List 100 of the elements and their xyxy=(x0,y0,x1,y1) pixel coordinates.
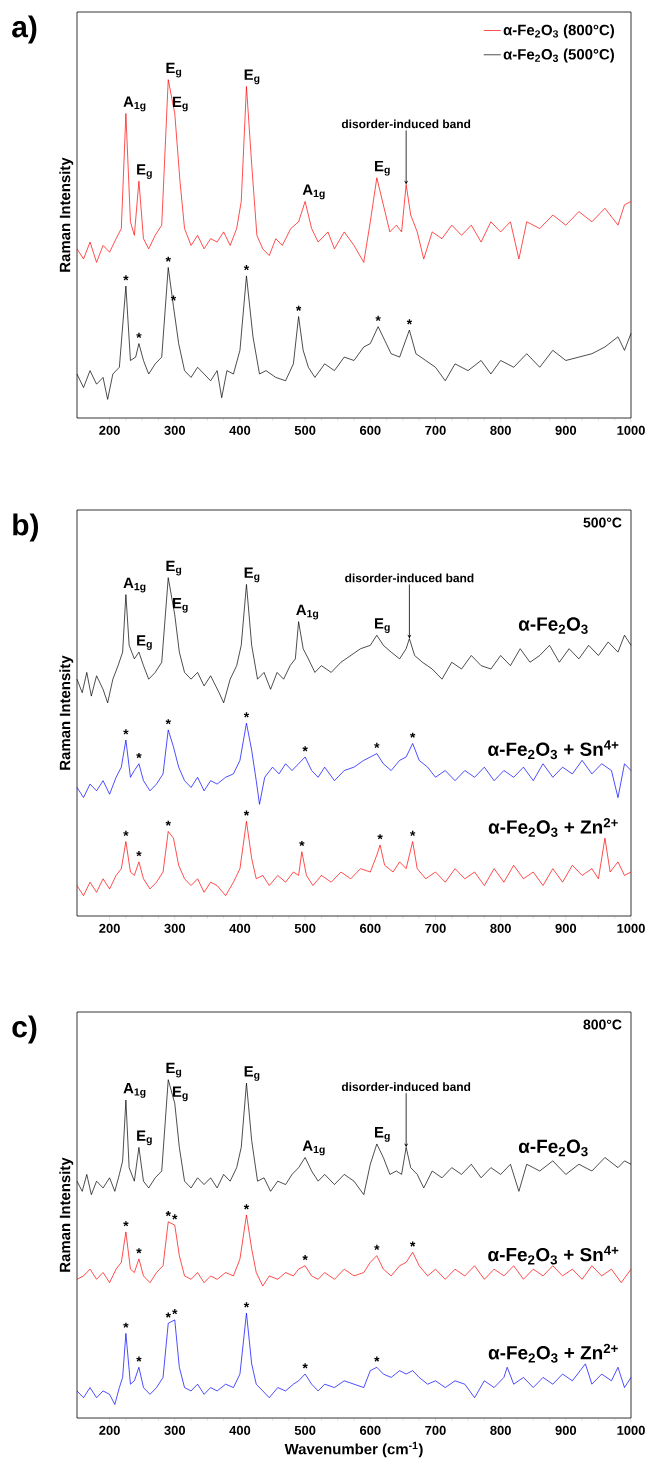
text: 500°C xyxy=(583,517,622,528)
annotation: * xyxy=(377,834,383,840)
annotation: * xyxy=(302,1363,308,1369)
annotation: * xyxy=(302,1254,308,1261)
y-axis-title: Raman Intensity xyxy=(59,157,74,272)
annotation: * xyxy=(172,1214,178,1220)
x-tick-label: 800 xyxy=(490,923,511,933)
annotation: * xyxy=(165,719,171,725)
text: 800°C xyxy=(583,1019,622,1030)
x-tick-label: 800 xyxy=(490,425,511,435)
annotation: A$_{1g}$ xyxy=(302,184,325,200)
x-tick-label: 1000 xyxy=(617,425,645,435)
series-label: α-Fe$_{2}$O$_{3}$ xyxy=(518,1139,588,1157)
chart-title: b) xyxy=(13,513,38,542)
x-tick-label: 500 xyxy=(294,425,316,435)
annotation: E$_{g}$ xyxy=(244,69,260,85)
annotation: A$_{1g}$ xyxy=(302,1140,325,1156)
legend-label: α-Fe$_{2}$O$_{3}$ (500°C) xyxy=(503,48,614,63)
annotation: A$_{1g}$ xyxy=(123,1083,146,1098)
annotation: * xyxy=(375,315,381,322)
x-tick-label: 700 xyxy=(425,425,446,435)
annotation: * xyxy=(165,1210,171,1217)
chart-title: c) xyxy=(12,1015,37,1044)
x-tick-label: 600 xyxy=(359,923,381,933)
annotation: * xyxy=(406,319,413,325)
annotation: * xyxy=(136,851,142,857)
legend-label: α-Fe$_{2}$O$_{3}$ (800°C) xyxy=(503,24,614,39)
annotation: * xyxy=(123,729,129,735)
annotation: * xyxy=(243,1204,250,1210)
series-label: α-Fe$_{2}$O$_{3}$ + Sn$^{4+}$ xyxy=(488,1245,619,1265)
annotation: E$_{g}$ xyxy=(137,1130,152,1146)
annotation: * xyxy=(409,1241,416,1247)
annotation: * xyxy=(243,810,250,816)
annotation: * xyxy=(409,732,416,738)
x-tick-label: 700 xyxy=(425,1425,446,1435)
annotation: * xyxy=(123,1221,129,1227)
x-tick-label: 1000 xyxy=(617,923,645,933)
annotation: * xyxy=(165,1312,171,1318)
y-axis-title: Raman Intensity xyxy=(59,1157,74,1272)
annotation: E$_{g}$ xyxy=(172,1086,188,1102)
x-tick-label: 700 xyxy=(425,923,446,933)
x-tick-label: 800 xyxy=(490,1425,511,1435)
series-label: α-Fe$_{2}$O$_{3}$ + Zn$^{2+}$ xyxy=(488,818,618,837)
annotation: * xyxy=(299,840,305,847)
annotation: A$_{1g}$ xyxy=(123,96,146,112)
x-tick-label: 200 xyxy=(99,1425,120,1435)
x-tick-label: 900 xyxy=(555,923,577,933)
annotation: E$_{g}$ xyxy=(166,560,182,576)
annotation: E$_{g}$ xyxy=(172,96,188,112)
series-label: α-Fe$_{2}$O$_{3}$ + Zn$^{2+}$ xyxy=(488,1343,618,1363)
x-tick-label: 600 xyxy=(359,425,381,435)
annotation: * xyxy=(172,1309,178,1315)
x-tick-label: 500 xyxy=(294,1425,316,1435)
annotation: * xyxy=(136,332,142,338)
annotation: E$_{g}$ xyxy=(375,160,390,176)
x-tick-label: 400 xyxy=(229,425,251,435)
x-tick-label: 300 xyxy=(164,923,186,933)
annotation: * xyxy=(302,746,308,752)
annotation: E$_{g}$ xyxy=(244,1066,260,1081)
annotation: * xyxy=(374,1244,380,1251)
x-tick-label: 500 xyxy=(294,923,316,933)
annotation: * xyxy=(374,742,380,748)
annotation: A$_{1g}$ xyxy=(123,577,146,593)
annotation: * xyxy=(123,1322,129,1328)
x-tick-label: 300 xyxy=(164,425,186,435)
series-label: α-Fe$_{2}$O$_{3}$ xyxy=(518,617,588,634)
x-tick-label: 1000 xyxy=(617,1425,645,1435)
annotation: * xyxy=(136,1248,142,1254)
x-tick-label: 200 xyxy=(99,425,120,435)
x-tick-label: 600 xyxy=(359,1425,381,1435)
x-tick-label: 400 xyxy=(229,923,251,933)
annotation: * xyxy=(136,752,142,759)
x-axis-title: Wavenumber (cm$^{-1}$) xyxy=(284,1441,423,1458)
x-tick-label: 900 xyxy=(555,1425,577,1435)
annotation: * xyxy=(243,712,250,718)
annotation: E$_{g}$ xyxy=(137,164,152,179)
annotation: * xyxy=(123,275,129,281)
chart-title: a) xyxy=(12,15,37,44)
annotation: A$_{1g}$ xyxy=(296,604,319,620)
annotation: disorder-induced band xyxy=(341,1082,471,1092)
annotation: E$_{g}$ xyxy=(375,1127,390,1142)
annotation: disorder-induced band xyxy=(345,573,474,583)
annotation: * xyxy=(165,820,171,826)
annotation: * xyxy=(409,830,416,836)
annotation: E$_{g}$ xyxy=(166,1062,182,1078)
x-tick-label: 200 xyxy=(99,923,120,933)
annotation: * xyxy=(374,1356,380,1362)
annotation: * xyxy=(243,1302,250,1308)
annotation: disorder-induced band xyxy=(341,119,471,129)
annotation: * xyxy=(295,305,302,311)
annotation: * xyxy=(243,265,250,271)
annotation: E$_{g}$ xyxy=(137,635,152,650)
y-axis-title: Raman Intensity xyxy=(59,655,74,770)
annotation: * xyxy=(136,1356,142,1362)
x-tick-label: 900 xyxy=(555,425,577,435)
annotation: * xyxy=(165,256,171,262)
annotation: E$_{g}$ xyxy=(375,618,390,633)
series-label: α-Fe$_{2}$O$_{3}$ + Sn$^{4+}$ xyxy=(488,740,619,760)
annotation: E$_{g}$ xyxy=(172,598,188,613)
x-tick-label: 300 xyxy=(164,1425,186,1435)
